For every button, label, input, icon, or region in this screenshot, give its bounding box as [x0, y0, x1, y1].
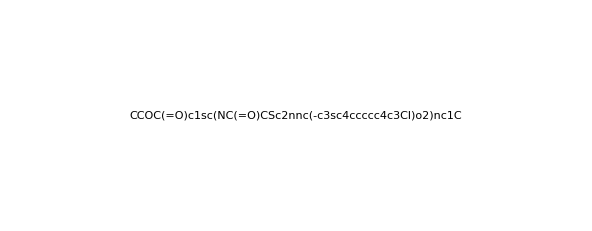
- Text: CCOC(=O)c1sc(NC(=O)CSc2nnc(-c3sc4ccccc4c3Cl)o2)nc1C: CCOC(=O)c1sc(NC(=O)CSc2nnc(-c3sc4ccccc4c…: [130, 110, 462, 121]
